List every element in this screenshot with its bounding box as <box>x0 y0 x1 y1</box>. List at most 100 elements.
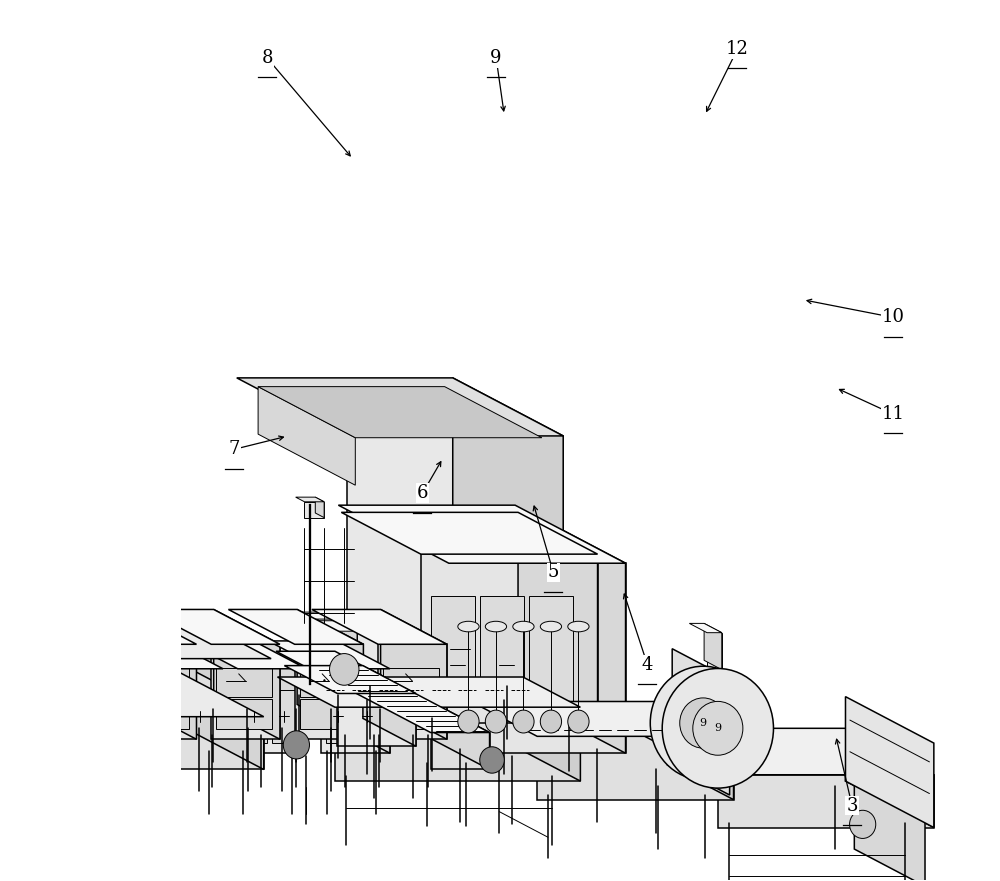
Circle shape <box>485 710 507 733</box>
Polygon shape <box>0 635 264 717</box>
Text: 12: 12 <box>726 40 749 58</box>
Polygon shape <box>672 648 730 795</box>
Polygon shape <box>258 387 542 438</box>
Polygon shape <box>312 610 447 644</box>
Polygon shape <box>378 644 447 739</box>
Polygon shape <box>667 701 734 800</box>
Polygon shape <box>216 668 272 697</box>
Polygon shape <box>318 612 331 635</box>
Circle shape <box>693 701 743 755</box>
Polygon shape <box>297 610 363 739</box>
Polygon shape <box>145 610 280 644</box>
Text: 9: 9 <box>490 48 502 67</box>
Polygon shape <box>383 668 439 697</box>
Polygon shape <box>284 666 416 693</box>
Polygon shape <box>689 624 722 633</box>
Polygon shape <box>345 707 571 713</box>
Ellipse shape <box>485 621 507 632</box>
Circle shape <box>662 669 773 788</box>
Polygon shape <box>214 610 280 739</box>
Polygon shape <box>471 701 734 737</box>
Polygon shape <box>170 640 223 753</box>
Polygon shape <box>523 677 580 781</box>
Polygon shape <box>337 621 357 663</box>
Polygon shape <box>268 640 390 669</box>
Circle shape <box>513 710 534 733</box>
Text: 11: 11 <box>881 405 904 423</box>
Circle shape <box>330 654 359 685</box>
Polygon shape <box>298 631 357 663</box>
Text: 9: 9 <box>700 718 707 728</box>
Polygon shape <box>130 610 196 739</box>
Circle shape <box>650 666 756 780</box>
Polygon shape <box>61 610 196 644</box>
Polygon shape <box>629 729 934 774</box>
Text: 10: 10 <box>881 308 904 326</box>
Polygon shape <box>718 774 934 827</box>
Polygon shape <box>228 610 363 644</box>
Polygon shape <box>383 700 439 729</box>
Polygon shape <box>0 659 271 712</box>
Polygon shape <box>211 644 280 739</box>
Polygon shape <box>326 690 351 743</box>
Ellipse shape <box>458 621 479 632</box>
Polygon shape <box>109 635 264 769</box>
Polygon shape <box>356 690 380 743</box>
Polygon shape <box>341 513 598 554</box>
Polygon shape <box>845 729 934 827</box>
Circle shape <box>680 698 726 748</box>
Polygon shape <box>253 640 306 753</box>
Circle shape <box>480 747 504 774</box>
Polygon shape <box>295 644 363 739</box>
Polygon shape <box>133 700 189 729</box>
Ellipse shape <box>513 621 534 632</box>
Circle shape <box>568 710 589 733</box>
Polygon shape <box>704 624 722 670</box>
Polygon shape <box>0 577 271 659</box>
Polygon shape <box>277 677 580 707</box>
Polygon shape <box>421 554 598 723</box>
Circle shape <box>458 710 479 733</box>
Circle shape <box>0 574 33 655</box>
Polygon shape <box>304 502 324 518</box>
Polygon shape <box>154 669 223 753</box>
Polygon shape <box>300 700 356 729</box>
Polygon shape <box>707 633 722 670</box>
Polygon shape <box>363 666 416 746</box>
Polygon shape <box>315 497 324 518</box>
Polygon shape <box>515 505 626 753</box>
Circle shape <box>0 470 3 485</box>
Polygon shape <box>431 732 490 769</box>
Polygon shape <box>529 596 573 702</box>
Circle shape <box>283 731 309 759</box>
Text: 8: 8 <box>261 48 273 67</box>
Polygon shape <box>189 690 213 743</box>
Polygon shape <box>854 733 925 881</box>
Polygon shape <box>302 619 331 635</box>
Polygon shape <box>845 697 934 827</box>
Polygon shape <box>449 563 626 753</box>
Text: 9: 9 <box>714 723 721 733</box>
Circle shape <box>850 811 876 839</box>
Polygon shape <box>347 436 563 700</box>
Ellipse shape <box>540 621 562 632</box>
Text: •: • <box>322 677 327 685</box>
Polygon shape <box>338 505 626 563</box>
Polygon shape <box>296 497 324 502</box>
Polygon shape <box>335 707 580 781</box>
Circle shape <box>0 542 63 687</box>
Text: 5: 5 <box>548 564 559 581</box>
Text: 4: 4 <box>642 655 653 674</box>
Polygon shape <box>278 621 357 631</box>
Polygon shape <box>300 668 356 697</box>
Polygon shape <box>128 644 196 739</box>
Polygon shape <box>18 717 264 769</box>
Polygon shape <box>276 651 490 732</box>
Text: 6: 6 <box>417 485 428 502</box>
Polygon shape <box>335 651 490 769</box>
Polygon shape <box>337 693 416 746</box>
Polygon shape <box>381 610 447 739</box>
Polygon shape <box>133 668 189 697</box>
Polygon shape <box>243 690 267 743</box>
Polygon shape <box>480 596 524 702</box>
